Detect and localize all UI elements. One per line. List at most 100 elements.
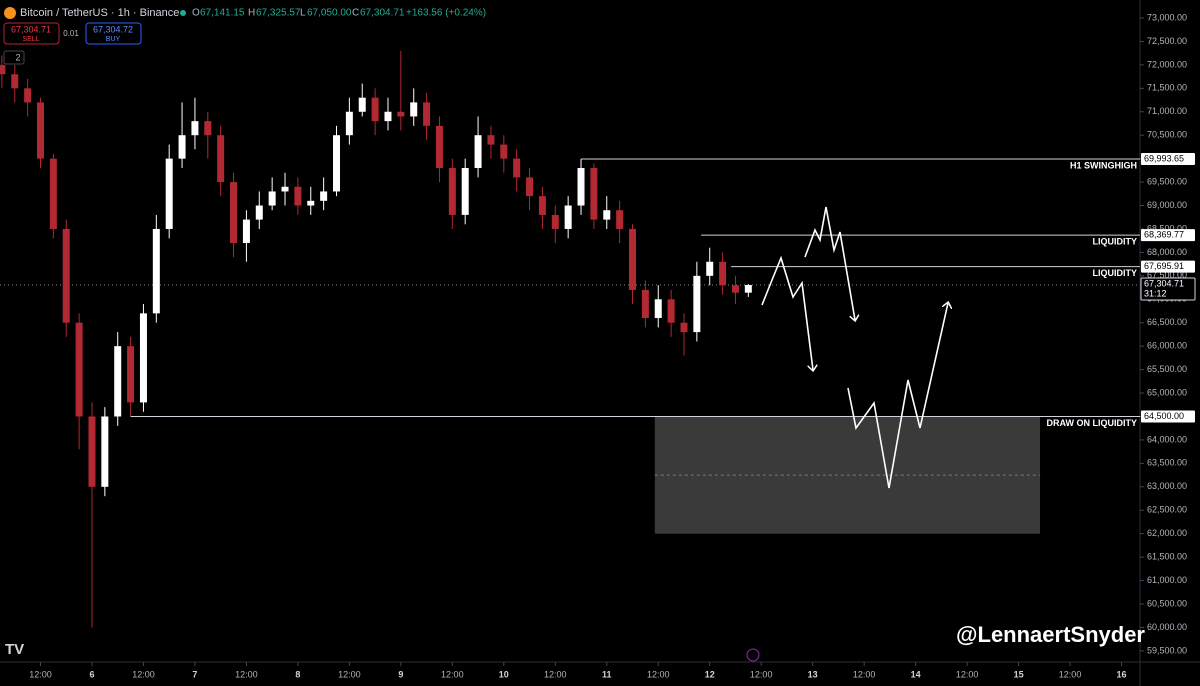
candle-body (62, 228, 70, 323)
buy-button[interactable] (85, 22, 142, 45)
x-tick-label: 12:00 (235, 669, 258, 679)
y-tick-label: 63,500.00 (1147, 458, 1187, 468)
candle-body (49, 158, 57, 229)
y-tick-label: 73,000.00 (1147, 12, 1187, 22)
projection-path (761, 255, 813, 370)
candle-body (294, 186, 302, 206)
x-tick-label: 12:00 (750, 669, 773, 679)
candle-body (641, 289, 649, 319)
x-tick-label: 12:00 (544, 669, 567, 679)
x-tick-label: 12:00 (441, 669, 464, 679)
x-tick-label: 9 (398, 669, 403, 679)
y-tick-label: 60,000.00 (1147, 622, 1187, 632)
candle-body (88, 416, 96, 487)
y-tick-label: 70,500.00 (1147, 130, 1187, 140)
candle-body (178, 135, 186, 159)
ohlc-label: C (352, 8, 359, 19)
level-name: LIQUIDITY (1093, 236, 1138, 246)
indicator-toggle[interactable] (3, 50, 25, 65)
y-tick-label: 62,000.00 (1147, 528, 1187, 538)
ohlc-value: 67,141.15 (200, 8, 245, 19)
candle-body (0, 64, 6, 75)
x-tick-label: 16 (1117, 669, 1127, 679)
spread: 0.01 (63, 29, 79, 38)
candle-body (435, 125, 443, 169)
candle-body (281, 186, 289, 192)
x-tick-label: 12:00 (29, 669, 52, 679)
current-price-tag (1140, 277, 1196, 301)
buy-label[interactable]: BUY (106, 36, 121, 43)
symbol: Bitcoin / TetherUS · 1h · Binance (20, 7, 179, 19)
y-tick-label: 63,000.00 (1147, 481, 1187, 491)
candle-body (590, 168, 598, 220)
y-tick-label: 68,500.00 (1147, 223, 1187, 233)
candle-body (500, 144, 508, 159)
candle-body (680, 322, 688, 333)
candle-body (538, 196, 546, 215)
candle-body (410, 102, 418, 117)
y-tick-label: 66,000.00 (1147, 341, 1187, 351)
candle-body (616, 210, 624, 229)
y-tick-label: 72,500.00 (1147, 36, 1187, 46)
level-price-tag (1141, 152, 1195, 165)
x-tick-label: 14 (911, 669, 921, 679)
candle-body (345, 111, 353, 136)
level-name: LIQUIDITY (1093, 268, 1138, 278)
candle-body (744, 285, 752, 293)
y-tick-label: 62,500.00 (1147, 505, 1187, 515)
level-price-tag (1141, 229, 1195, 242)
candle-body (242, 219, 250, 244)
sell-button[interactable] (3, 22, 60, 45)
y-tick-label: 65,000.00 (1147, 387, 1187, 397)
bitcoin-icon (4, 7, 16, 19)
candle-body (629, 228, 637, 290)
candle-body (487, 135, 495, 145)
x-tick-label: 12:00 (956, 669, 979, 679)
candle-body (127, 346, 135, 403)
candle-body (217, 135, 225, 183)
x-tick-label: 13 (808, 669, 818, 679)
ohlc-label: L (300, 8, 306, 19)
indicator-count[interactable]: 2 (15, 52, 20, 62)
projection-path (847, 303, 948, 489)
x-tick-label: 12:00 (1059, 669, 1082, 679)
candle-body (36, 102, 44, 159)
projection-arrows (761, 206, 948, 489)
y-tick-label: 69,000.00 (1147, 200, 1187, 210)
countdown: 31:12 (1144, 288, 1167, 298)
events-icon[interactable] (746, 648, 760, 662)
level-price-tag (1141, 410, 1195, 423)
sell-price[interactable]: 67,304.71 (11, 24, 51, 34)
candle-body (191, 121, 199, 136)
plot: 59,500.00 60,000.00 60,500.00 61,000.00 61,5… (0, 12, 1187, 679)
candle-body (114, 346, 122, 417)
candle-body (384, 111, 392, 122)
candle-body (577, 168, 585, 206)
current-price: 67,304.71 (1144, 278, 1184, 288)
ohlc-label: H (248, 8, 255, 19)
candle-body (139, 313, 147, 403)
y-tick-label: 66,500.00 (1147, 317, 1187, 327)
candle-body (551, 214, 559, 229)
sell-label[interactable]: SELL (22, 36, 39, 43)
buy-price[interactable]: 67,304.72 (93, 24, 133, 34)
x-tick-label: 12:00 (647, 669, 670, 679)
level-price: 64,500.00 (1144, 411, 1184, 421)
level-price-tag (1141, 260, 1195, 273)
x-tick-label: 12:00 (853, 669, 876, 679)
candle-body (564, 205, 572, 229)
candle-body (448, 168, 456, 215)
candle-body (11, 74, 19, 89)
y-tick-label: 61,000.00 (1147, 575, 1187, 585)
level-price: 67,695.91 (1144, 261, 1184, 271)
change: +163.56 (+0.24%) (406, 8, 486, 19)
y-tick-label: 69,500.00 (1147, 176, 1187, 186)
market-open-dot (180, 10, 186, 16)
candle-body (358, 97, 366, 112)
candle-body (719, 261, 727, 286)
x-tick-label: 12:00 (132, 669, 155, 679)
tv-logo: TV (5, 641, 24, 658)
y-tick-label: 60,500.00 (1147, 598, 1187, 608)
